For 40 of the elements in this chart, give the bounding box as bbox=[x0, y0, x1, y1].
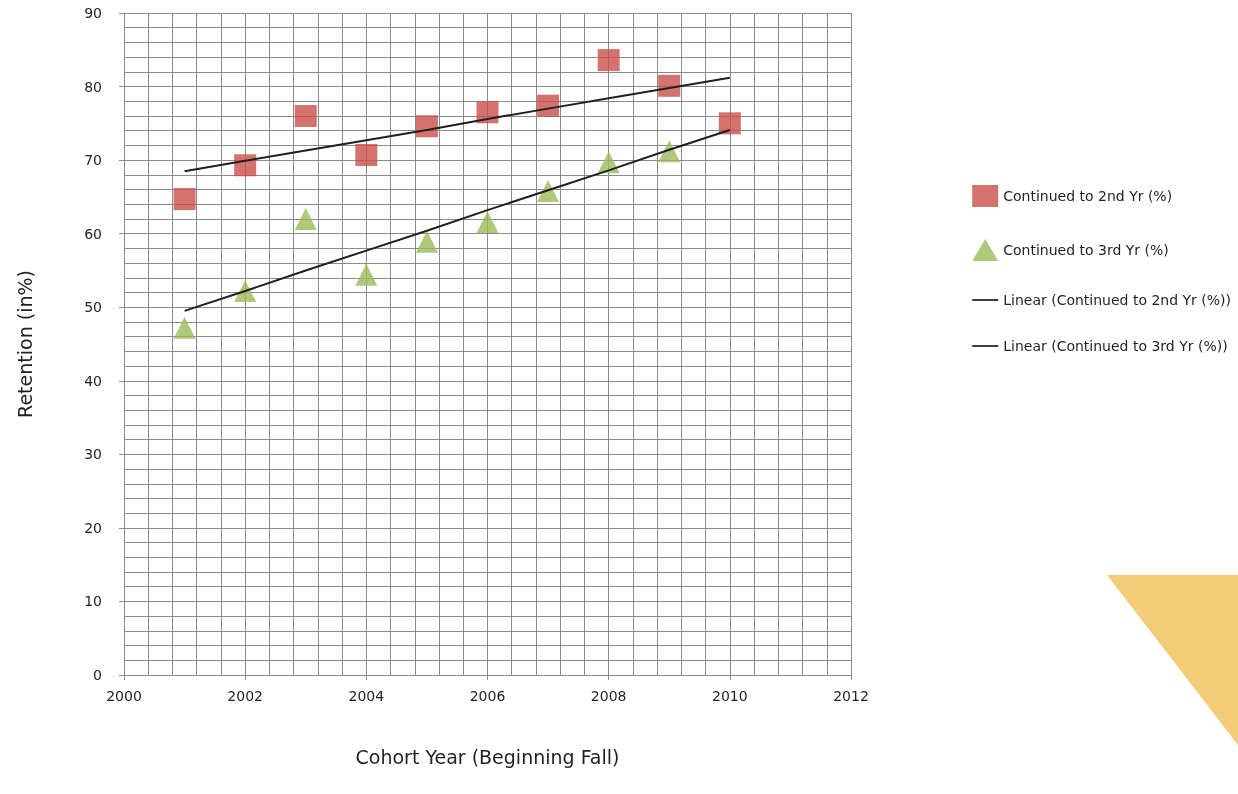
legend-label: Continued to 2nd Yr (%) bbox=[1003, 188, 1173, 204]
y-tick-label: 60 bbox=[84, 225, 102, 242]
point bbox=[415, 115, 438, 138]
x-tick-label: 2006 bbox=[469, 688, 506, 704]
x-tick-label: 2010 bbox=[712, 688, 748, 704]
legend-label: Linear (Continued to 2nd Yr (%)) bbox=[1003, 292, 1231, 308]
point bbox=[234, 154, 257, 177]
point bbox=[415, 230, 438, 253]
point bbox=[476, 101, 499, 124]
x-tick-label: 2004 bbox=[348, 688, 385, 704]
point bbox=[718, 112, 741, 135]
y-tick-label: 70 bbox=[84, 152, 102, 169]
y-tick-label: 40 bbox=[84, 372, 102, 389]
legend-label: Linear (Continued to 3rd Yr (%)) bbox=[1003, 338, 1228, 354]
y-tick-label: 90 bbox=[84, 5, 102, 21]
point bbox=[173, 188, 196, 211]
point bbox=[597, 49, 620, 72]
x-tick-label: 2002 bbox=[227, 688, 263, 704]
x-tick-label: 2008 bbox=[590, 688, 627, 704]
point bbox=[537, 180, 560, 202]
point bbox=[355, 143, 378, 166]
y-tick-label: 20 bbox=[84, 519, 102, 536]
point bbox=[173, 316, 196, 339]
point bbox=[658, 74, 681, 97]
y-tick-label: 30 bbox=[84, 446, 102, 463]
point bbox=[476, 210, 499, 233]
x-tick-label: 2000 bbox=[106, 688, 142, 704]
y-tick-label: 10 bbox=[84, 593, 102, 610]
point bbox=[294, 104, 317, 127]
point bbox=[294, 207, 317, 230]
point bbox=[234, 280, 257, 303]
y-axis-title: Retention (in%) bbox=[13, 270, 36, 418]
x-tick-label: 2012 bbox=[833, 688, 869, 704]
x-axis-title: Cohort Year (Beginning Fall) bbox=[355, 745, 620, 768]
point bbox=[355, 263, 378, 286]
y-tick-label: 50 bbox=[84, 299, 102, 316]
point bbox=[537, 94, 560, 117]
y-tick-label: 0 bbox=[93, 667, 102, 683]
legend-label: Continued to 3rd Yr (%) bbox=[1003, 242, 1169, 258]
y-tick-label: 80 bbox=[84, 78, 102, 95]
